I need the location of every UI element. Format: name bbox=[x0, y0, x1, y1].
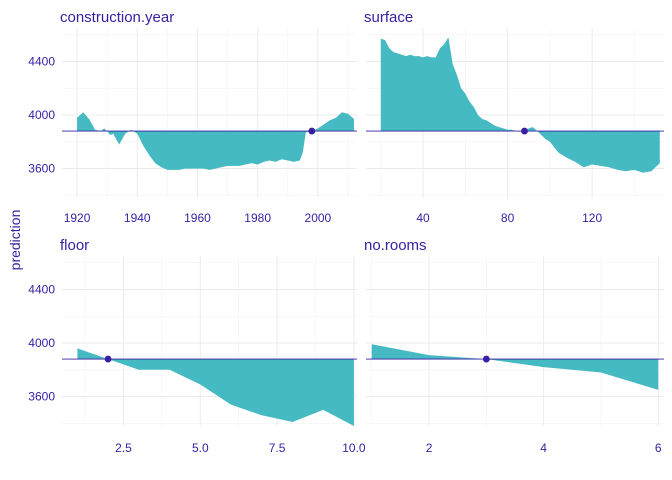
x-tick-label: 6 bbox=[655, 441, 662, 455]
y-tick-label: 4000 bbox=[28, 336, 55, 350]
panel-title: no.rooms bbox=[364, 237, 427, 254]
x-tick-label: 7.5 bbox=[269, 441, 286, 455]
x-tick-label: 2.5 bbox=[115, 441, 132, 455]
x-tick-label: 120 bbox=[582, 211, 602, 225]
x-tick-label: 5.0 bbox=[192, 441, 209, 455]
panel-title: floor bbox=[60, 237, 89, 254]
profile-area bbox=[371, 344, 659, 390]
y-tick-label: 4400 bbox=[28, 54, 55, 68]
x-tick-label: 1960 bbox=[184, 211, 211, 225]
y-axis-label-container: prediction bbox=[2, 190, 26, 290]
x-tick-label: 2000 bbox=[305, 211, 332, 225]
observation-point bbox=[482, 355, 490, 363]
y-tick-label: 4400 bbox=[28, 282, 55, 296]
observation-point bbox=[308, 127, 316, 135]
y-tick-label: 3600 bbox=[28, 390, 55, 404]
x-tick-label: 40 bbox=[416, 211, 430, 225]
panel-title: construction.year bbox=[60, 9, 174, 26]
panel-construction-year: construction.year 1920 1940 1960 1980 2000 360… bbox=[28, 9, 357, 225]
observation-point bbox=[104, 355, 112, 363]
x-tick-label: 10.0 bbox=[342, 441, 366, 455]
x-tick-label: 1940 bbox=[124, 211, 151, 225]
x-tick-label: 4 bbox=[540, 441, 547, 455]
y-tick-label: 4000 bbox=[28, 108, 55, 122]
panel-surface: surface 40 80 120 bbox=[364, 9, 664, 225]
profile-area bbox=[380, 37, 660, 173]
observation-point bbox=[521, 127, 528, 135]
x-tick-label: 1920 bbox=[64, 211, 91, 225]
y-axis-label: prediction bbox=[7, 210, 23, 271]
y-tick-label: 3600 bbox=[28, 162, 55, 176]
x-tick-label: 80 bbox=[501, 211, 515, 225]
profile-area bbox=[77, 348, 354, 426]
x-tick-label: 2 bbox=[426, 441, 433, 455]
profile-area bbox=[77, 112, 354, 170]
panel-no-rooms: no.rooms 2 4 6 bbox=[364, 237, 664, 455]
panel-floor: floor 2.5 5.0 7.5 10.0 3600 4000 4400 bbox=[28, 237, 366, 455]
panel-title: surface bbox=[364, 9, 413, 26]
x-tick-label: 1980 bbox=[244, 211, 271, 225]
y-axis-label-svg: prediction bbox=[7, 210, 23, 271]
